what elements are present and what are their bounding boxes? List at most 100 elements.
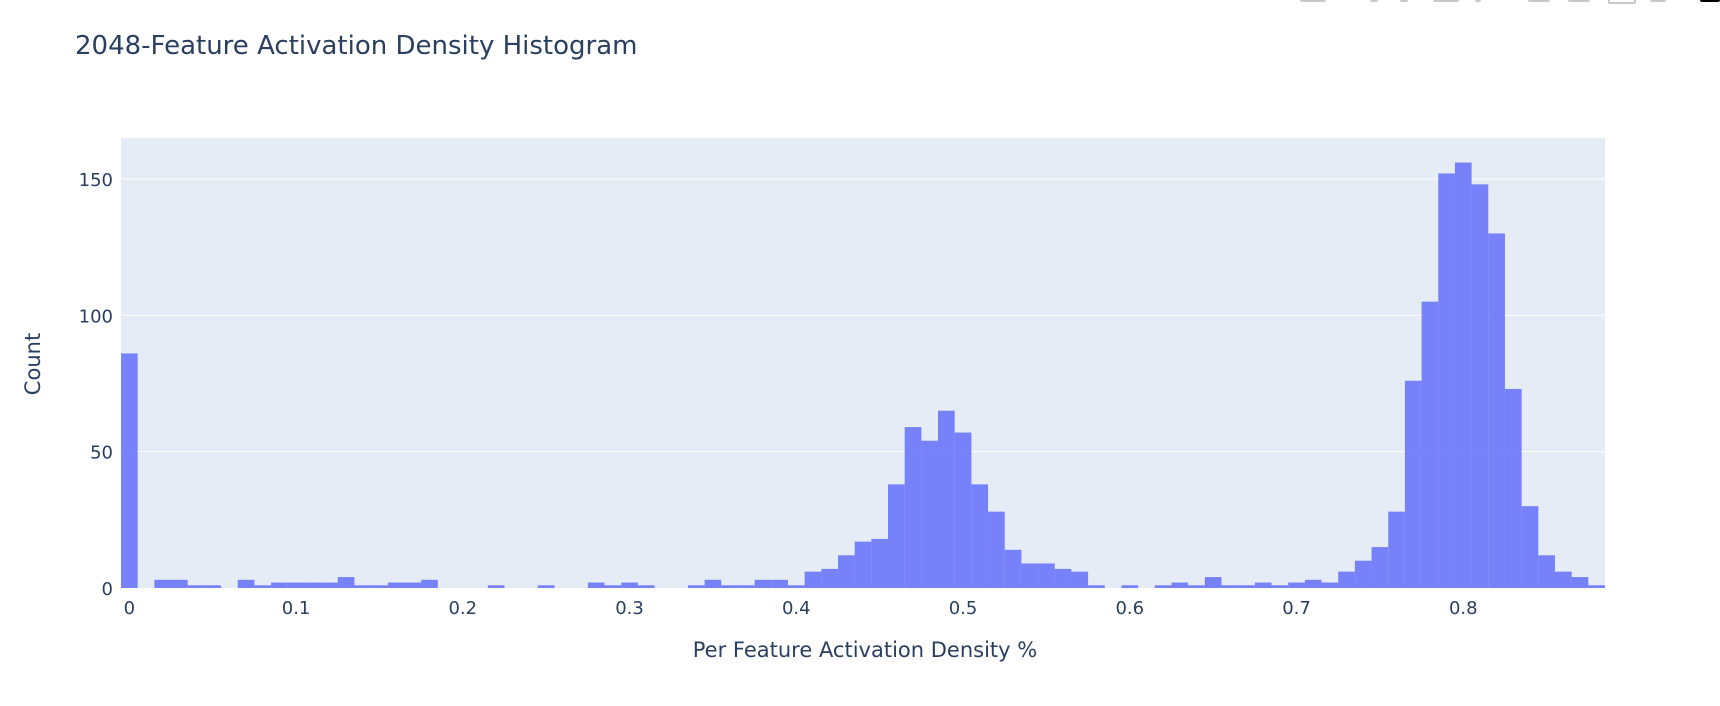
reset-axes-icon[interactable] xyxy=(1650,0,1666,2)
histogram-bar[interactable] xyxy=(687,585,705,588)
zoom-icon[interactable] xyxy=(1370,0,1378,2)
histogram-bar[interactable] xyxy=(537,585,555,588)
histogram-bar[interactable] xyxy=(1238,585,1255,588)
histogram-bar[interactable] xyxy=(1071,571,1089,588)
histogram-bar[interactable] xyxy=(1371,547,1389,588)
histogram-bar[interactable] xyxy=(254,585,272,588)
histogram-bar[interactable] xyxy=(1304,579,1322,588)
histogram-bar[interactable] xyxy=(1121,585,1139,588)
y-axis-title: Count xyxy=(21,333,45,395)
y-tick-label: 100 xyxy=(79,306,113,327)
zoom-out-icon[interactable] xyxy=(1568,0,1590,2)
histogram-bar[interactable] xyxy=(1054,568,1072,588)
histogram-bar[interactable] xyxy=(821,568,838,588)
histogram-bar[interactable] xyxy=(771,579,788,588)
histogram-bar[interactable] xyxy=(921,440,939,588)
histogram-bar[interactable] xyxy=(804,571,822,588)
histogram-bar[interactable] xyxy=(1504,388,1522,588)
histogram-bar[interactable] xyxy=(604,585,622,588)
histogram-bar[interactable] xyxy=(854,541,872,588)
histogram-bar[interactable] xyxy=(1154,585,1172,588)
histogram-bar[interactable] xyxy=(237,579,255,588)
histogram-bar[interactable] xyxy=(271,582,288,588)
histogram-bar[interactable] xyxy=(1221,585,1239,588)
x-axis-ticks: 0 0.1 0.2 0.3 0.4 0.5 0.6 0.7 0.8 xyxy=(124,598,1478,619)
histogram-bar[interactable] xyxy=(888,484,905,588)
histogram-bar[interactable] xyxy=(1288,582,1305,588)
histogram-bar[interactable] xyxy=(1388,511,1405,588)
histogram-bar[interactable] xyxy=(971,484,989,588)
x-axis-title: Per Feature Activation Density % xyxy=(693,638,1037,662)
histogram-bar[interactable] xyxy=(354,585,372,588)
histogram-bar[interactable] xyxy=(321,582,338,588)
histogram-bar[interactable] xyxy=(1488,233,1505,589)
autoscale-icon[interactable] xyxy=(1608,0,1636,4)
x-tick-label: 0.3 xyxy=(615,598,644,619)
histogram-bar[interactable] xyxy=(154,579,172,588)
histogram-bar[interactable] xyxy=(587,582,605,588)
histogram-bar[interactable] xyxy=(871,538,889,588)
histogram-bar[interactable] xyxy=(754,579,772,588)
plot-area[interactable] xyxy=(121,138,1605,588)
histogram-bar[interactable] xyxy=(421,579,438,588)
histogram-bar[interactable] xyxy=(404,582,422,588)
histogram-bar[interactable] xyxy=(1354,560,1372,588)
histogram-bar[interactable] xyxy=(1088,585,1105,588)
box-select-icon[interactable] xyxy=(1433,0,1459,2)
y-tick-label: 150 xyxy=(79,170,113,191)
histogram-bar[interactable] xyxy=(1271,585,1289,588)
histogram-bar[interactable] xyxy=(1404,380,1422,588)
histogram-bar[interactable] xyxy=(988,511,1005,588)
histogram-bar[interactable] xyxy=(1188,585,1205,588)
histogram-bar[interactable] xyxy=(1571,577,1589,588)
histogram-bar[interactable] xyxy=(904,427,922,588)
histogram-bar[interactable] xyxy=(721,585,738,588)
histogram-bar[interactable] xyxy=(487,585,505,588)
histogram-bar[interactable] xyxy=(737,585,755,588)
histogram-bar[interactable] xyxy=(1454,162,1472,588)
histogram-bar[interactable] xyxy=(1204,577,1222,588)
histogram-bar[interactable] xyxy=(637,585,655,588)
lasso-icon[interactable] xyxy=(1475,0,1481,2)
histogram-bar[interactable] xyxy=(954,432,972,588)
histogram-bar[interactable] xyxy=(1471,184,1489,588)
histogram-bar[interactable] xyxy=(1338,571,1355,588)
x-tick-label: 0.8 xyxy=(1449,598,1478,619)
histogram-bar[interactable] xyxy=(1538,555,1555,588)
histogram-bar[interactable] xyxy=(938,410,955,588)
histogram-bar[interactable] xyxy=(187,585,205,588)
histogram-bar[interactable] xyxy=(1038,563,1055,588)
histogram-bar[interactable] xyxy=(371,585,388,588)
plotly-logo-icon[interactable] xyxy=(1700,0,1720,2)
histogram-bar[interactable] xyxy=(171,579,188,588)
histogram-bar[interactable] xyxy=(204,585,222,588)
histogram-bar[interactable] xyxy=(121,353,138,588)
histogram-bar[interactable] xyxy=(1321,582,1339,588)
histogram-bar[interactable] xyxy=(1021,563,1039,588)
histogram-bar[interactable] xyxy=(304,582,322,588)
gridlines xyxy=(121,178,1605,590)
x-tick-label: 0.6 xyxy=(1115,598,1144,619)
y-axis-ticks: 0 50 100 150 xyxy=(79,170,113,600)
histogram-bar[interactable] xyxy=(1171,582,1189,588)
camera-icon[interactable] xyxy=(1300,0,1326,2)
modebar xyxy=(1280,0,1720,4)
histogram-bar[interactable] xyxy=(1521,506,1539,588)
histogram-bar[interactable] xyxy=(704,579,722,588)
x-tick-label: 0.7 xyxy=(1282,598,1311,619)
histogram-bar[interactable] xyxy=(1421,301,1439,588)
histogram-bar[interactable] xyxy=(837,555,855,588)
histogram-bar[interactable] xyxy=(1554,571,1572,588)
histogram-bar[interactable] xyxy=(1438,173,1455,589)
histogram-bar[interactable] xyxy=(1254,582,1272,588)
histogram-bar[interactable] xyxy=(1004,549,1022,588)
zoom-in-icon[interactable] xyxy=(1528,0,1550,2)
histogram-bar[interactable] xyxy=(337,577,355,588)
pan-icon[interactable] xyxy=(1400,0,1408,2)
histogram-bar[interactable] xyxy=(787,585,805,588)
histogram-bar[interactable] xyxy=(1588,585,1605,588)
x-tick-label: 0 xyxy=(124,598,135,619)
histogram-bar[interactable] xyxy=(621,582,638,588)
histogram-bar[interactable] xyxy=(387,582,405,588)
histogram-bar[interactable] xyxy=(287,582,305,588)
